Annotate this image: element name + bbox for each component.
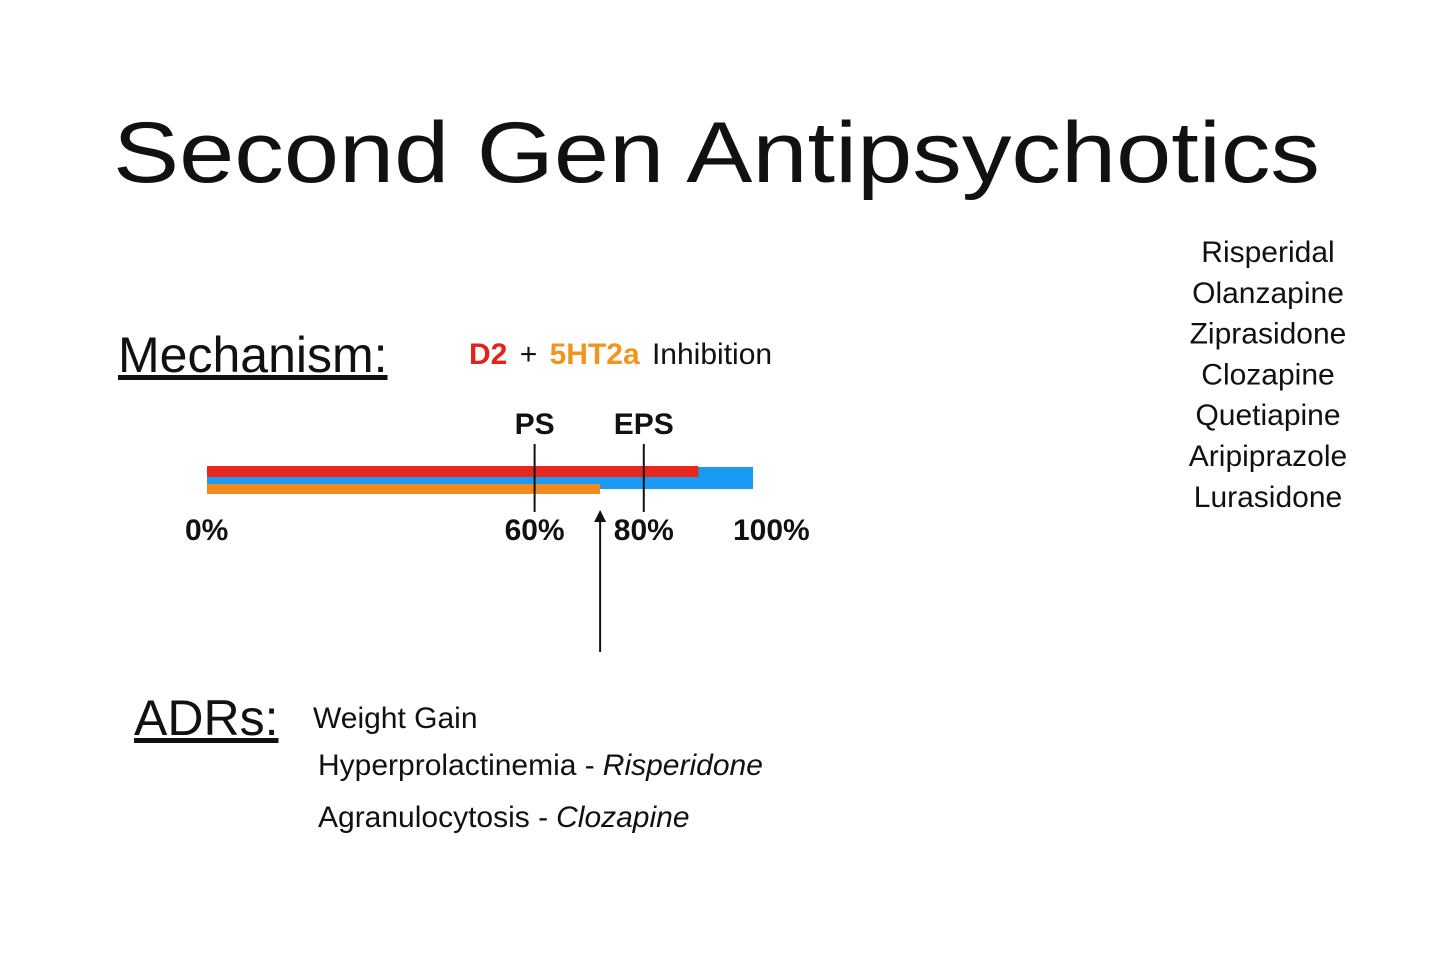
adr-item: Agranulocytosis - Clozapine [318, 801, 690, 834]
tick-label: 80% [614, 514, 674, 547]
threshold-label: PS [515, 408, 555, 441]
adr-drug: Risperidone [603, 749, 763, 782]
mechanism-text: D2 + 5HT2a Inhibition [469, 338, 772, 371]
adr-text: Agranulocytosis - [318, 801, 548, 834]
drug-name: Ziprasidone [1190, 318, 1347, 351]
title: Second Gen Antipsychotics [113, 105, 1320, 201]
adr-list: Weight Gain Hyperprolactinemia - Risperido… [313, 702, 763, 834]
drug-name: Olanzapine [1192, 277, 1344, 310]
threshold-label: EPS [614, 408, 674, 441]
adr-text: Hyperprolactinemia - [318, 749, 595, 782]
arrow-head [594, 510, 607, 522]
occupancy-diagram: PS EPS 0% 60% 80% 100% [185, 408, 810, 652]
drug-name: Quetiapine [1195, 399, 1340, 432]
adr-text: Weight Gain [313, 702, 478, 735]
drug-name: Aripiprazole [1189, 440, 1347, 473]
drug-name: Clozapine [1201, 358, 1334, 391]
drug-name: Risperidal [1201, 236, 1334, 269]
receptor: D2 [469, 338, 507, 371]
occupancy-bar [207, 466, 699, 477]
adr-item: Hyperprolactinemia - Risperidone [318, 749, 763, 782]
action: Inhibition [652, 338, 772, 371]
drug-name: Lurasidone [1194, 481, 1342, 514]
tick-label: 100% [733, 514, 810, 547]
tick-label: 60% [505, 514, 565, 547]
receptor: 5HT2a [550, 338, 640, 371]
drug-list: Risperidal Olanzapine Ziprasidone Clozapine… [1189, 236, 1347, 514]
adrs-label: ADRs: [134, 690, 278, 746]
occupancy-bar [207, 484, 601, 494]
tick-label: 0% [185, 514, 228, 547]
adr-drug: Clozapine [556, 801, 689, 834]
plus: + [520, 338, 538, 371]
mechanism-label: Mechanism: [118, 327, 388, 383]
adr-item: Weight Gain [313, 702, 478, 735]
